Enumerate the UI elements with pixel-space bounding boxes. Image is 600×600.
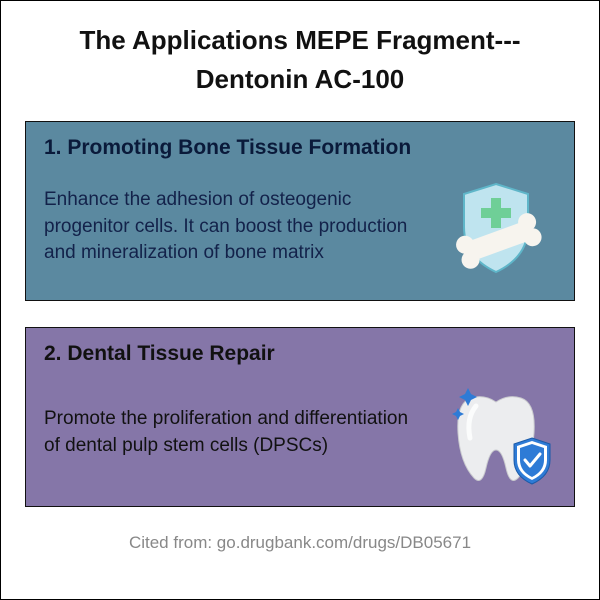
card-bone-tissue: 1. Promoting Bone Tissue Formation Enhan… bbox=[25, 121, 575, 301]
citation-text: Cited from: go.drugbank.com/drugs/DB0567… bbox=[25, 533, 575, 553]
title-line-2: Dentonin AC-100 bbox=[196, 64, 405, 94]
card-dental-repair: 2. Dental Tissue Repair Promote the prol… bbox=[25, 327, 575, 507]
card-body: Enhance the adhesion of osteogenic proge… bbox=[44, 172, 556, 282]
page-title: The Applications MEPE Fragment--- Denton… bbox=[25, 21, 575, 99]
card-text: Enhance the adhesion of osteogenic proge… bbox=[44, 187, 426, 267]
title-line-1: The Applications MEPE Fragment--- bbox=[79, 25, 520, 55]
tooth-shield-icon bbox=[436, 378, 556, 488]
card-heading: 1. Promoting Bone Tissue Formation bbox=[44, 136, 556, 160]
card-body: Promote the proliferation and differenti… bbox=[44, 378, 556, 488]
bone-shield-icon bbox=[436, 172, 556, 282]
card-text: Promote the proliferation and differenti… bbox=[44, 406, 426, 459]
card-heading: 2. Dental Tissue Repair bbox=[44, 342, 556, 366]
